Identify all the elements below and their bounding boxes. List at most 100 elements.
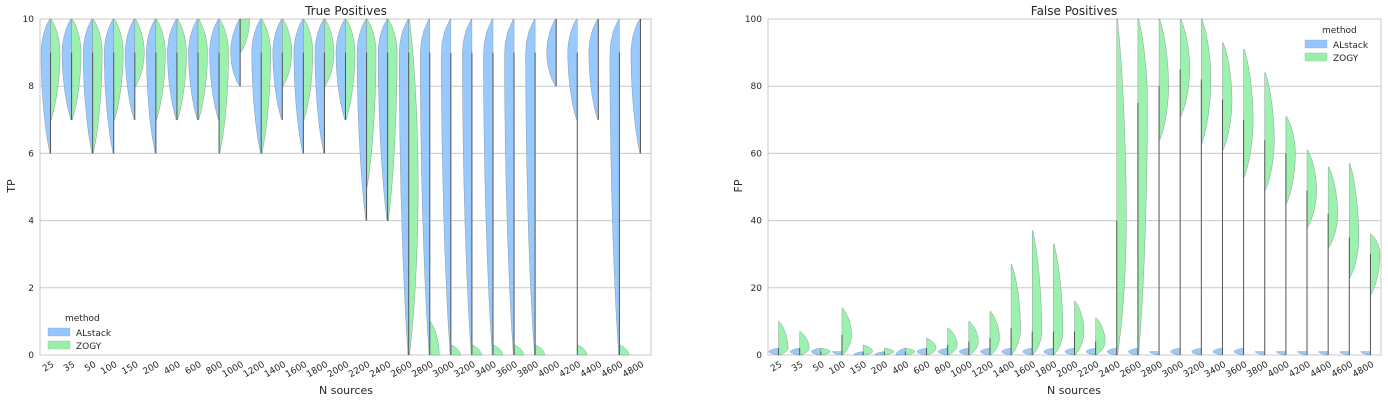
fp-xtick-label: 1400 bbox=[992, 360, 1017, 380]
fp-panel: False Positives N sources FP 0 20 40 60 80 10… bbox=[732, 4, 1382, 397]
tp-violin-zogy bbox=[71, 18, 82, 120]
tp-xlabel: N sources bbox=[319, 384, 373, 397]
tp-violin-alstack bbox=[167, 18, 178, 120]
fp-violin-zogy bbox=[1137, 18, 1148, 356]
tp-violin-zogy bbox=[197, 18, 208, 120]
fp-violin-alstack bbox=[832, 351, 843, 356]
fp-violin-zogy bbox=[1327, 166, 1338, 248]
fp-violin-alstack bbox=[811, 348, 822, 356]
tp-violin-alstack bbox=[146, 18, 157, 154]
fp-violin-alstack bbox=[1360, 351, 1371, 356]
tp-xtick-label: 4600 bbox=[600, 360, 625, 380]
tp-xtick-label: 3200 bbox=[453, 360, 478, 380]
tp-violin-zogy bbox=[366, 18, 377, 188]
fp-violin-zogy bbox=[1285, 116, 1296, 204]
fp-ylabel: FP bbox=[732, 179, 745, 192]
fp-title: False Positives bbox=[1031, 4, 1117, 18]
tp-violin-alstack bbox=[356, 18, 367, 221]
fp-violin-zogy bbox=[1158, 18, 1169, 141]
tp-xtick-label: 2000 bbox=[326, 360, 351, 380]
tp-violin-zogy bbox=[619, 344, 630, 356]
tp-violin-zogy bbox=[450, 344, 461, 356]
fp-xtick-label: 2600 bbox=[1119, 360, 1144, 380]
fp-violin-alstack bbox=[853, 351, 864, 356]
fp-legend-label: ZOGY bbox=[1333, 54, 1359, 64]
fp-xtick-label: 4400 bbox=[1309, 360, 1334, 380]
fp-violin-alstack bbox=[938, 348, 948, 356]
tp-violin-alstack bbox=[525, 18, 536, 356]
tp-violin-zogy bbox=[324, 18, 335, 87]
fp-violin-zogy bbox=[884, 348, 895, 356]
fp-violin-zogy bbox=[1116, 18, 1127, 356]
tp-violin-zogy bbox=[282, 18, 293, 87]
tp-ytick-label: 6 bbox=[28, 149, 34, 159]
fp-violin-zogy bbox=[905, 348, 916, 356]
tp-ytick-label: 10 bbox=[23, 15, 35, 25]
tp-violin-alstack bbox=[188, 18, 199, 120]
fp-xtick-label: 400 bbox=[891, 360, 911, 377]
fp-violin-zogy bbox=[1243, 48, 1254, 178]
fp-violin-alstack bbox=[1128, 348, 1139, 356]
fp-violin-zogy bbox=[1032, 230, 1042, 356]
fp-ytick-label: 80 bbox=[751, 82, 763, 92]
fp-violin-zogy bbox=[1370, 233, 1381, 295]
fp-violin-alstack bbox=[1276, 351, 1287, 356]
fp-ytick-label: 20 bbox=[751, 284, 763, 294]
tp-ytick-label: 2 bbox=[28, 284, 34, 294]
tp-violin-zogy bbox=[303, 18, 313, 120]
tp-xtick-label: 1200 bbox=[242, 360, 267, 380]
fp-violin-alstack bbox=[1001, 348, 1012, 356]
fp-xtick-label: 2800 bbox=[1140, 360, 1165, 380]
fp-violin-zogy bbox=[862, 344, 873, 356]
fp-violin-alstack bbox=[1043, 348, 1054, 356]
fp-violin-zogy bbox=[968, 321, 979, 356]
tp-legend-swatch bbox=[47, 340, 71, 350]
fp-xtick-label: 3200 bbox=[1182, 360, 1207, 380]
fp-violin-alstack bbox=[916, 348, 927, 356]
fp-xtick-label: 35 bbox=[790, 360, 805, 374]
fp-violin-alstack bbox=[1233, 348, 1244, 356]
tp-violin-alstack bbox=[83, 18, 93, 154]
fp-violin-zogy bbox=[1179, 18, 1190, 117]
fp-xtick-label: 600 bbox=[912, 360, 932, 377]
tp-violin-zogy bbox=[492, 344, 503, 356]
tp-violin-zogy bbox=[408, 18, 419, 356]
fp-legend-swatch bbox=[1304, 52, 1328, 62]
tp-violin-alstack bbox=[335, 18, 346, 120]
tp-violin-alstack bbox=[272, 18, 283, 120]
fp-violins bbox=[768, 18, 1381, 356]
tp-xtick-label: 2200 bbox=[347, 360, 372, 380]
fp-xtick-label: 1800 bbox=[1034, 360, 1059, 380]
fp-violin-zogy bbox=[1222, 42, 1233, 151]
fp-violin-alstack bbox=[1022, 348, 1033, 356]
tp-xtick-label: 4400 bbox=[579, 360, 604, 380]
fp-xtick-label: 100 bbox=[828, 360, 848, 377]
fp-violin-zogy bbox=[1074, 300, 1085, 356]
tp-violin-zogy bbox=[134, 18, 145, 87]
tp-legend-title: method bbox=[65, 314, 100, 324]
tp-xtick-label: 25 bbox=[41, 360, 56, 374]
fp-xtick-label: 3400 bbox=[1203, 360, 1228, 380]
tp-violin-alstack bbox=[483, 18, 494, 356]
tp-xtick-label: 35 bbox=[62, 360, 77, 374]
fp-violin-zogy bbox=[820, 348, 831, 356]
tp-violin-zogy bbox=[50, 18, 61, 120]
fp-xtick-label: 1200 bbox=[971, 360, 996, 380]
tp-violin-alstack bbox=[504, 18, 515, 356]
tp-violin-zogy bbox=[176, 18, 187, 120]
fp-violin-zogy bbox=[926, 338, 937, 356]
fp-xtick-label: 200 bbox=[870, 360, 890, 377]
tp-ylabel: TP bbox=[5, 179, 18, 194]
tp-violin-zogy bbox=[534, 344, 545, 356]
tp-violin-alstack bbox=[378, 18, 388, 221]
tp-xtick-label: 200 bbox=[141, 360, 161, 377]
tp-violin-alstack bbox=[61, 18, 72, 120]
fp-xtick-label: 4800 bbox=[1351, 360, 1376, 380]
fp-legend-swatch bbox=[1304, 39, 1328, 49]
fp-xtick-label: 1000 bbox=[949, 360, 974, 380]
tp-legend-swatch bbox=[47, 327, 71, 337]
fp-ytick-label: 40 bbox=[751, 217, 763, 227]
tp-xtick-label: 100 bbox=[99, 360, 119, 377]
fp-legend-title: method bbox=[1322, 26, 1357, 36]
tp-legend-label: ZOGY bbox=[76, 342, 102, 352]
